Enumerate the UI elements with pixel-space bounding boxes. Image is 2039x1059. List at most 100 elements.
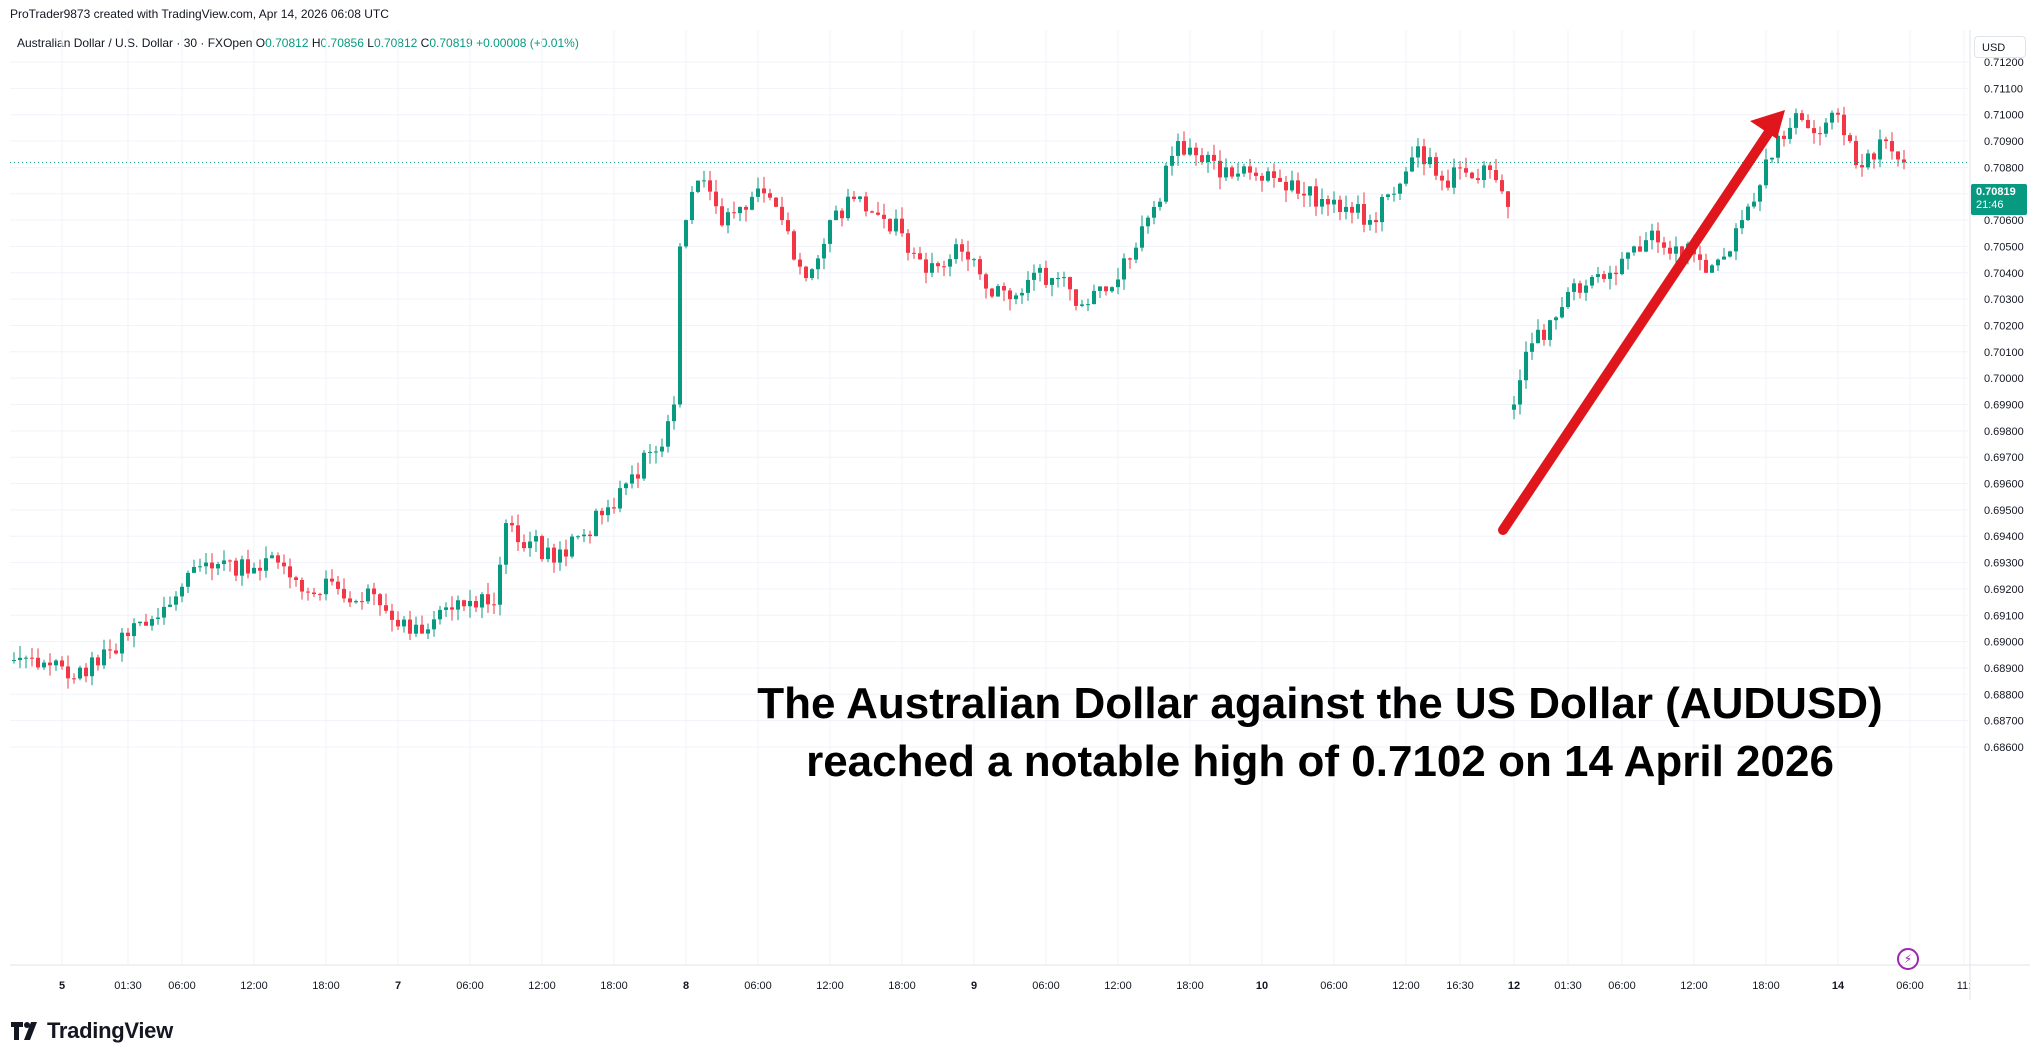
- time-tick-label: 18:00: [600, 980, 628, 992]
- candle-body: [1812, 128, 1816, 134]
- candle-body: [708, 180, 712, 192]
- candle-body: [780, 206, 784, 221]
- candle-body: [870, 211, 874, 213]
- candle-body: [1164, 165, 1168, 202]
- chart-grid: [10, 30, 1968, 965]
- candle-body: [1350, 206, 1354, 213]
- candle-body: [678, 246, 682, 405]
- price-tick-label: 0.70500: [1984, 241, 2024, 253]
- candle-body: [288, 566, 292, 578]
- candle-body: [1068, 277, 1072, 290]
- candle-body: [36, 657, 40, 668]
- time-tick-label: 01:30: [114, 980, 142, 992]
- candle-body: [1290, 180, 1294, 191]
- candle-body: [312, 592, 316, 595]
- candle-body: [1548, 320, 1552, 340]
- candle-body: [1902, 159, 1906, 163]
- candle-body: [1176, 141, 1180, 156]
- candle-body: [696, 180, 700, 192]
- candle-body: [1794, 113, 1798, 128]
- candle-body: [96, 657, 100, 666]
- candle-body: [1524, 351, 1528, 381]
- candle-body: [258, 567, 262, 571]
- candle-body: [1344, 206, 1348, 212]
- candle-body: [1278, 177, 1282, 182]
- price-axis-labels: 0.68600 0.68700 0.68800 0.68900 0.69000 0.691…: [1984, 57, 2024, 754]
- candle-body: [1878, 139, 1882, 160]
- candle-body: [1434, 157, 1438, 176]
- price-tick-label: 0.71200: [1984, 57, 2024, 69]
- candle-body: [360, 601, 364, 603]
- candle-body: [1044, 267, 1048, 285]
- candle-body: [204, 562, 208, 567]
- price-tick-label: 0.68600: [1984, 742, 2024, 754]
- candle-body: [1584, 285, 1588, 293]
- candle-body: [1542, 329, 1546, 340]
- candle-body: [162, 606, 166, 618]
- time-tick-label: 12: [1508, 980, 1520, 992]
- candle-body: [1602, 274, 1606, 279]
- time-tick-label: 16:30: [1446, 980, 1474, 992]
- candle-body: [1596, 274, 1600, 277]
- candle-body: [702, 180, 706, 182]
- candle-body: [1428, 157, 1432, 165]
- time-tick-label: 06:00: [1032, 980, 1060, 992]
- candle-body: [1104, 286, 1108, 292]
- candle-body: [1578, 283, 1582, 293]
- price-tick-label: 0.69400: [1984, 531, 2024, 543]
- candle-body: [414, 624, 418, 634]
- candle-body: [462, 600, 466, 607]
- tradingview-logo[interactable]: TradingView: [11, 1018, 173, 1044]
- candle-body: [102, 649, 106, 666]
- candle-body: [882, 214, 886, 219]
- candle-body: [384, 605, 388, 611]
- candle-body: [714, 191, 718, 207]
- candle-body: [876, 212, 880, 215]
- candle-body: [12, 660, 16, 662]
- lightning-icon[interactable]: ⚡: [1897, 948, 1919, 970]
- candle-body: [522, 542, 526, 549]
- close-label: C: [420, 36, 430, 50]
- candle-body: [24, 657, 28, 659]
- candle-body: [210, 562, 214, 569]
- candle-body: [1740, 220, 1744, 229]
- candle-body: [1242, 166, 1246, 174]
- candle-body: [936, 263, 940, 267]
- candle-body: [1896, 151, 1900, 160]
- candle-body: [1014, 295, 1018, 300]
- currency-selector[interactable]: USD: [1974, 36, 2026, 58]
- candlestick-series: [12, 106, 1906, 689]
- time-tick-label: 18:00: [312, 980, 340, 992]
- candle-body: [138, 621, 142, 624]
- candle-body: [894, 218, 898, 232]
- candle-body: [48, 662, 52, 666]
- candle-body: [1758, 185, 1762, 202]
- candle-body: [774, 197, 778, 207]
- symbol-legend[interactable]: Australian Dollar / U.S. Dollar · 30 · F…: [17, 36, 579, 50]
- time-tick-label: 5: [59, 980, 65, 992]
- candle-body: [1674, 246, 1678, 254]
- candle-body: [396, 619, 400, 627]
- low-value: 0.70812: [373, 36, 418, 50]
- candle-body: [1506, 191, 1510, 207]
- candle-body: [1170, 155, 1174, 166]
- bar-countdown: 21:46: [1976, 199, 2004, 211]
- candle-body: [576, 536, 580, 538]
- candle-body: [486, 594, 490, 605]
- tradingview-mark-icon: [11, 1022, 37, 1040]
- time-tick-label: 06:00: [168, 980, 196, 992]
- candle-body: [900, 218, 904, 234]
- candle-body: [1614, 272, 1618, 275]
- candle-body: [1200, 155, 1204, 163]
- candle-body: [1656, 230, 1660, 243]
- candle-body: [888, 218, 892, 232]
- candle-body: [984, 274, 988, 289]
- candle-body: [1476, 178, 1480, 180]
- candle-body: [588, 534, 592, 537]
- symbol-name[interactable]: Australian Dollar / U.S. Dollar · 30 · F…: [17, 36, 253, 50]
- candle-body: [1320, 199, 1324, 207]
- candle-body: [1470, 172, 1474, 179]
- candle-body: [1620, 258, 1624, 275]
- candle-body: [1032, 272, 1036, 280]
